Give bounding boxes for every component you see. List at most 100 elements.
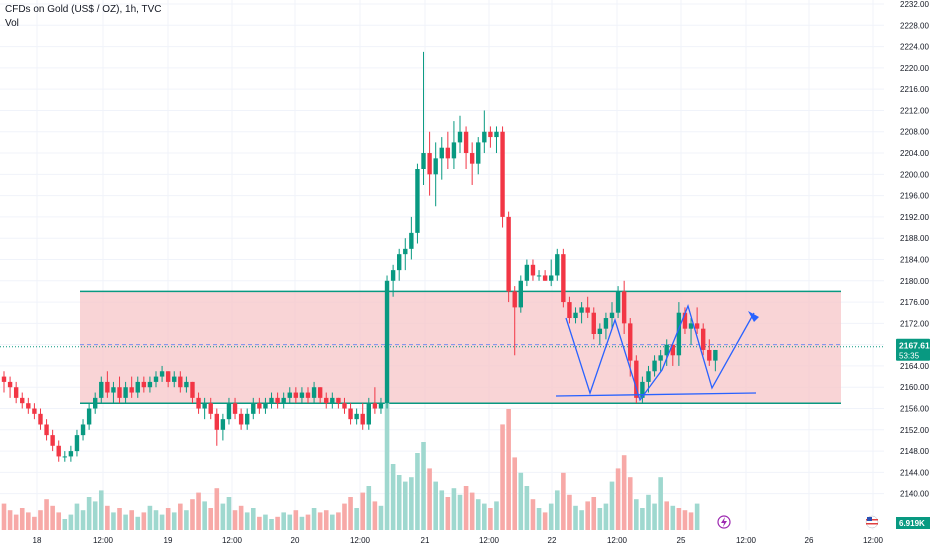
candle-body[interactable] [524, 264, 530, 281]
candle-body[interactable] [99, 381, 104, 398]
candle-body[interactable] [159, 371, 165, 377]
candle-body[interactable] [476, 142, 481, 164]
candle-body[interactable] [324, 397, 329, 404]
candle-body[interactable] [701, 328, 706, 350]
candle-body[interactable] [190, 381, 195, 398]
candle-body[interactable] [360, 413, 365, 425]
candle-body[interactable] [433, 158, 438, 175]
candle-body[interactable] [670, 344, 675, 356]
candle-body[interactable] [682, 312, 688, 329]
candle-body[interactable] [202, 403, 207, 409]
candle-body[interactable] [38, 413, 43, 425]
candle-body[interactable] [469, 153, 475, 164]
time-axis[interactable]: 18 12:00 19 12:00 20 12:00 21 12:00 22 12:00 25 12:… [33, 536, 884, 545]
candle-body[interactable] [263, 403, 268, 409]
candle-body[interactable] [311, 387, 317, 398]
candle-body[interactable] [488, 131, 493, 138]
candle-body[interactable] [26, 403, 31, 409]
drawing-pattern[interactable] [555, 304, 759, 402]
candle-body[interactable] [500, 131, 505, 217]
candle-body[interactable] [549, 275, 554, 281]
neckline-drawing[interactable] [555, 392, 757, 397]
candle-body[interactable] [384, 280, 390, 404]
candle-body[interactable] [62, 456, 67, 458]
candle-body[interactable] [397, 254, 402, 271]
candle-body[interactable] [220, 419, 226, 430]
candle-body[interactable] [74, 435, 80, 452]
candle-body[interactable] [165, 371, 171, 382]
candle-body[interactable] [603, 318, 609, 329]
candle-body[interactable] [676, 312, 682, 356]
candle-body[interactable] [305, 392, 311, 398]
candle-body[interactable] [457, 131, 463, 143]
candle-body[interactable] [646, 371, 651, 382]
candle-body[interactable] [141, 381, 147, 388]
candle-body[interactable] [536, 275, 542, 277]
candle-body[interactable] [561, 254, 566, 303]
candle-body[interactable] [403, 248, 408, 255]
symbol-title[interactable]: CFDs on Gold (US$ / OZ), 1h, TVC [5, 4, 162, 15]
candle-body[interactable] [664, 344, 669, 356]
candle-body[interactable] [184, 381, 189, 388]
candle-body[interactable] [506, 216, 511, 292]
candle-body[interactable] [123, 387, 128, 398]
candle-body[interactable] [257, 403, 262, 409]
candle-body[interactable] [251, 403, 256, 414]
candle-body[interactable] [585, 307, 590, 313]
candle-body[interactable] [232, 403, 238, 414]
candle-body[interactable] [366, 403, 371, 425]
candle-body[interactable] [293, 392, 299, 398]
candle-body[interactable] [573, 312, 578, 319]
candle-body[interactable] [621, 291, 627, 324]
candle-body[interactable] [178, 376, 183, 388]
candle-body[interactable] [111, 387, 116, 393]
candle-body[interactable] [707, 349, 712, 361]
candle-body[interactable] [445, 147, 451, 159]
lightning-icon[interactable] [717, 515, 731, 529]
candle-body[interactable] [439, 147, 444, 159]
candle-body[interactable] [372, 403, 378, 409]
candle-body[interactable] [378, 403, 384, 409]
zigzag-drawing[interactable] [565, 304, 755, 402]
candle-body[interactable] [336, 397, 341, 404]
candle-body[interactable] [56, 445, 61, 457]
volume-indicator-label[interactable]: Vol [5, 18, 19, 29]
candle-body[interactable] [68, 451, 74, 457]
candle-body[interactable] [93, 397, 98, 409]
candle-body[interactable] [567, 302, 572, 319]
us-flag-icon[interactable] [865, 515, 879, 529]
candle-body[interactable] [390, 270, 396, 281]
candle-body[interactable] [129, 387, 134, 393]
candle-body[interactable] [172, 376, 177, 382]
candle-body[interactable] [13, 387, 19, 398]
candle-body[interactable] [694, 323, 700, 329]
candle-body[interactable] [512, 291, 517, 308]
candle-body[interactable] [494, 131, 499, 138]
candle-body[interactable] [640, 381, 645, 398]
candle-body[interactable] [518, 280, 523, 308]
candle-body[interactable] [208, 403, 213, 414]
candle-body[interactable] [299, 392, 305, 398]
candle-body[interactable] [330, 397, 335, 404]
candle-body[interactable] [80, 424, 86, 436]
candle-body[interactable] [86, 408, 92, 425]
candle-body[interactable] [226, 403, 232, 420]
candle-body[interactable] [238, 413, 244, 425]
candle-body[interactable] [317, 387, 323, 398]
candle-body[interactable] [135, 381, 140, 393]
candle-body[interactable] [275, 397, 280, 404]
candle-body[interactable] [147, 381, 153, 388]
candle-body[interactable] [44, 424, 49, 436]
candle-body[interactable] [214, 413, 219, 430]
candle-body[interactable] [348, 408, 353, 420]
candle-body[interactable] [1, 376, 7, 382]
candle-body[interactable] [634, 360, 639, 398]
candle-body[interactable] [354, 413, 359, 420]
candle-body[interactable] [688, 323, 694, 329]
candle-body[interactable] [713, 349, 718, 361]
price-axis[interactable]: 2232.00 2228.00 2224.00 2220.00 2216.00 2212.… [900, 0, 929, 499]
candle-body[interactable] [597, 328, 603, 334]
candle-body[interactable] [20, 397, 25, 404]
candle-body[interactable] [421, 153, 426, 169]
